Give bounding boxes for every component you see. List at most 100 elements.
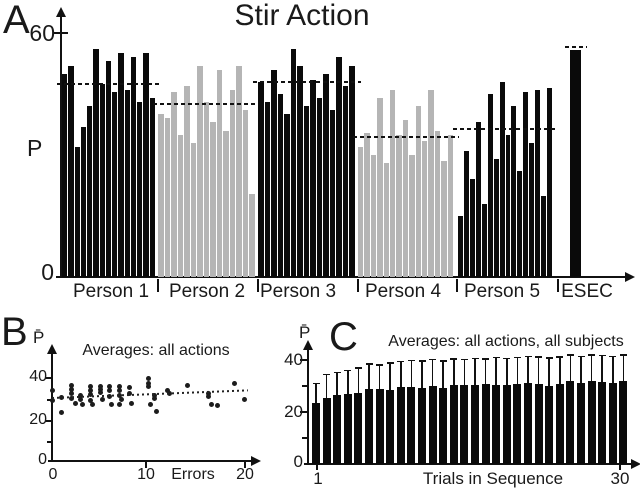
bar-person-4-2 — [364, 132, 370, 277]
bar-person-5-1 — [458, 216, 463, 277]
bar-person-1-10 — [118, 53, 124, 277]
bar-person-4-6 — [390, 89, 396, 277]
scatter-point-9 — [72, 400, 78, 406]
panel-a-y-axis-arrowhead — [56, 7, 66, 17]
bar-person-5-6 — [487, 94, 493, 277]
error-bar-cap-12 — [429, 358, 437, 361]
panel-c-xtick-30 — [619, 464, 621, 470]
trial-bar-8 — [386, 389, 395, 464]
error-bar-stem-19 — [506, 358, 508, 386]
error-bar-cap-26 — [577, 355, 585, 358]
panel-c-y-axis-arrowhead — [303, 340, 313, 350]
error-bar-stem-23 — [548, 357, 550, 386]
error-bar-cap-18 — [492, 356, 500, 359]
error-bar-stem-16 — [474, 358, 476, 386]
bar-person-3-10 — [316, 98, 323, 277]
panel-a-group-separator-tick-1 — [157, 279, 159, 292]
scatter-point-49 — [241, 397, 247, 403]
error-bar-cap-15 — [460, 358, 468, 361]
bar-person-5-13 — [529, 142, 535, 277]
bar-person-2-11 — [223, 130, 229, 277]
panel-b-y-axis — [51, 352, 53, 462]
panel-c-xtick-1-label: 1 — [313, 469, 323, 488]
bar-person-5-8 — [499, 81, 505, 277]
bar-person-3-6 — [290, 49, 297, 277]
panel-b-ytick-20-label: 20 — [29, 411, 47, 428]
trial-bar-11 — [418, 387, 426, 464]
panel-b-y-axis-label: P̄ — [33, 328, 45, 347]
error-bar-cap-9 — [397, 360, 405, 363]
error-bar-cap-24 — [556, 356, 564, 358]
scatter-point-11 — [78, 396, 84, 402]
error-bar-stem-9 — [400, 361, 402, 388]
scatter-point-12 — [80, 402, 86, 408]
error-bar-cap-5 — [354, 367, 362, 369]
trial-bar-18 — [492, 384, 501, 464]
trial-bar-7 — [375, 389, 384, 464]
scatter-point-34 — [146, 375, 151, 381]
error-bar-cap-2 — [323, 373, 331, 376]
panel-c-ytick-40-label: 40 — [284, 350, 303, 369]
bar-person-2-2 — [164, 118, 171, 277]
bar-person-5-12 — [523, 91, 529, 277]
scatter-point-13 — [88, 384, 94, 390]
bar-person-1-14 — [143, 53, 149, 277]
trial-bar-9 — [396, 387, 405, 464]
error-bar-cap-21 — [524, 355, 532, 358]
bar-person-4-14 — [441, 161, 447, 277]
panel-a-title: Stir Action — [234, 0, 370, 32]
panel-b-xtick-10-label: 10 — [137, 466, 155, 483]
panel-b-letter: B — [1, 310, 28, 354]
panel-c-ytick-0-label: 0 — [293, 452, 303, 471]
panel-c-y-axis — [307, 348, 309, 465]
trial-bar-2 — [322, 397, 331, 464]
panel-a-group-label: Person 4 — [364, 281, 442, 302]
scatter-point-14 — [88, 387, 94, 393]
error-bar-stem-10 — [410, 360, 413, 388]
bar-person-4-5 — [383, 163, 389, 277]
scatter-point-25 — [109, 402, 115, 408]
error-bar-cap-29 — [609, 355, 617, 358]
bar-person-2-9 — [210, 122, 216, 277]
bar-person-3-2 — [264, 102, 271, 277]
scatter-point-30 — [117, 402, 123, 408]
panel-b-x-axis-label: Errors — [171, 466, 215, 483]
scatter-point-41 — [165, 387, 171, 393]
trial-bar-30 — [619, 381, 628, 464]
bar-esec-1 — [570, 50, 581, 277]
scatter-point-33 — [128, 401, 134, 407]
scatter-point-39 — [151, 395, 157, 401]
error-bar-cap-14 — [450, 358, 458, 360]
trial-bar-19 — [502, 385, 511, 464]
trial-bar-24 — [555, 384, 564, 464]
panel-a-x-axis — [56, 276, 626, 278]
panel-a-group-label: Person 1 — [72, 281, 150, 302]
error-bar-stem-6 — [368, 363, 370, 389]
error-bar-stem-2 — [325, 374, 328, 398]
panel-c-x-axis — [304, 463, 632, 465]
scatter-point-46 — [208, 402, 214, 408]
panel-c-title: Averages: all actions, all subjects — [388, 333, 624, 350]
error-bar-cap-11 — [418, 360, 426, 362]
bar-person-1-8 — [105, 61, 112, 277]
bar-person-3-11 — [323, 73, 329, 277]
error-bar-stem-5 — [357, 367, 360, 394]
trial-bar-17 — [481, 383, 490, 464]
bar-person-1-11 — [124, 89, 130, 277]
bar-person-4-4 — [377, 98, 383, 277]
bar-person-4-9 — [409, 155, 415, 277]
panel-c-x-axis-label: Trials in Sequence — [422, 469, 564, 488]
bar-person-5-11 — [517, 171, 523, 277]
trial-bar-22 — [534, 384, 543, 464]
trial-bar-1 — [312, 402, 320, 464]
error-bar-stem-21 — [527, 356, 529, 384]
bar-person-1-12 — [130, 57, 137, 277]
bar-person-3-1 — [258, 81, 264, 277]
scatter-point-16 — [88, 397, 94, 403]
bar-person-3-15 — [349, 65, 355, 277]
trial-bar-6 — [365, 388, 373, 464]
bar-person-1-13 — [137, 102, 143, 277]
panel-a-group-label: ESEC — [561, 281, 613, 302]
scatter-point-43 — [184, 383, 190, 389]
bar-person-1-6 — [93, 49, 99, 277]
